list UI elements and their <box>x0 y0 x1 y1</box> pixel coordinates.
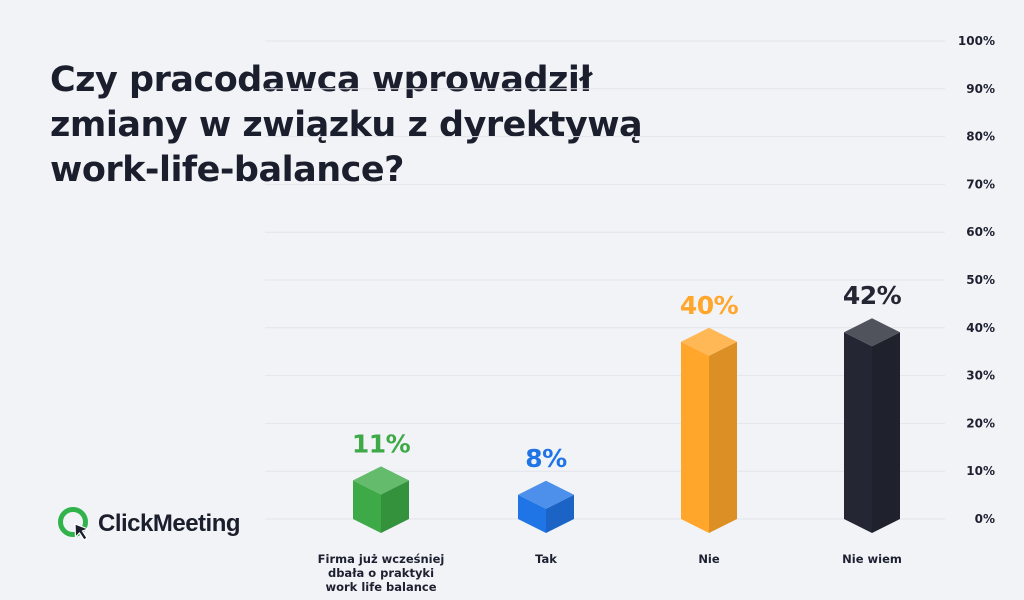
y-tick-label: 20% <box>966 416 995 430</box>
bar <box>844 318 900 533</box>
bar-left-face <box>353 480 381 533</box>
y-tick-label: 30% <box>966 369 995 383</box>
title-line-3: work-life-balance? <box>50 150 404 190</box>
y-tick-label: 100% <box>958 34 995 48</box>
y-tick-label: 10% <box>966 464 995 478</box>
y-tick-label: 0% <box>975 512 995 526</box>
y-tick-label: 50% <box>966 273 995 287</box>
y-tick-label: 40% <box>966 321 995 335</box>
bar-top-face <box>681 327 737 356</box>
bar-right-face <box>709 341 737 533</box>
bar-right-face <box>872 332 900 533</box>
category-label: Nie <box>698 552 720 566</box>
bar-top-face <box>353 466 409 495</box>
chart-title: Czy pracodawca wprowadził zmiany w związ… <box>50 58 690 193</box>
bar-right-face <box>546 494 574 533</box>
y-tick-label: 70% <box>966 177 995 191</box>
bar-left-face <box>518 494 546 533</box>
bar-top-face <box>844 318 900 347</box>
bar-top-face <box>518 480 574 509</box>
logo-text: ClickMeeting <box>98 510 241 537</box>
y-tick-label: 90% <box>966 82 995 96</box>
category-label: Tak <box>535 552 557 566</box>
title-line-2: zmiany w związku z dyrektywą <box>50 105 643 145</box>
bar-value-label: 40% <box>680 291 739 320</box>
bar <box>681 327 737 533</box>
bar-left-face <box>844 332 872 533</box>
clickmeeting-logo-icon <box>58 507 90 541</box>
y-tick-label: 80% <box>966 130 995 144</box>
bar-right-face <box>381 480 409 533</box>
y-tick-label: 60% <box>966 225 995 239</box>
clickmeeting-logo: ClickMeeting <box>58 506 241 542</box>
bar-value-label: 11% <box>352 429 411 458</box>
title-line-1: Czy pracodawca wprowadził <box>50 60 592 100</box>
bar <box>518 480 574 533</box>
bar-value-label: 42% <box>843 281 902 310</box>
bar <box>353 466 409 533</box>
bar-value-label: 8% <box>525 444 567 473</box>
category-label: Nie wiem <box>842 552 902 566</box>
bar-left-face <box>681 341 709 533</box>
category-label: Firma już wcześniej dbała o praktyki work … <box>318 552 445 594</box>
